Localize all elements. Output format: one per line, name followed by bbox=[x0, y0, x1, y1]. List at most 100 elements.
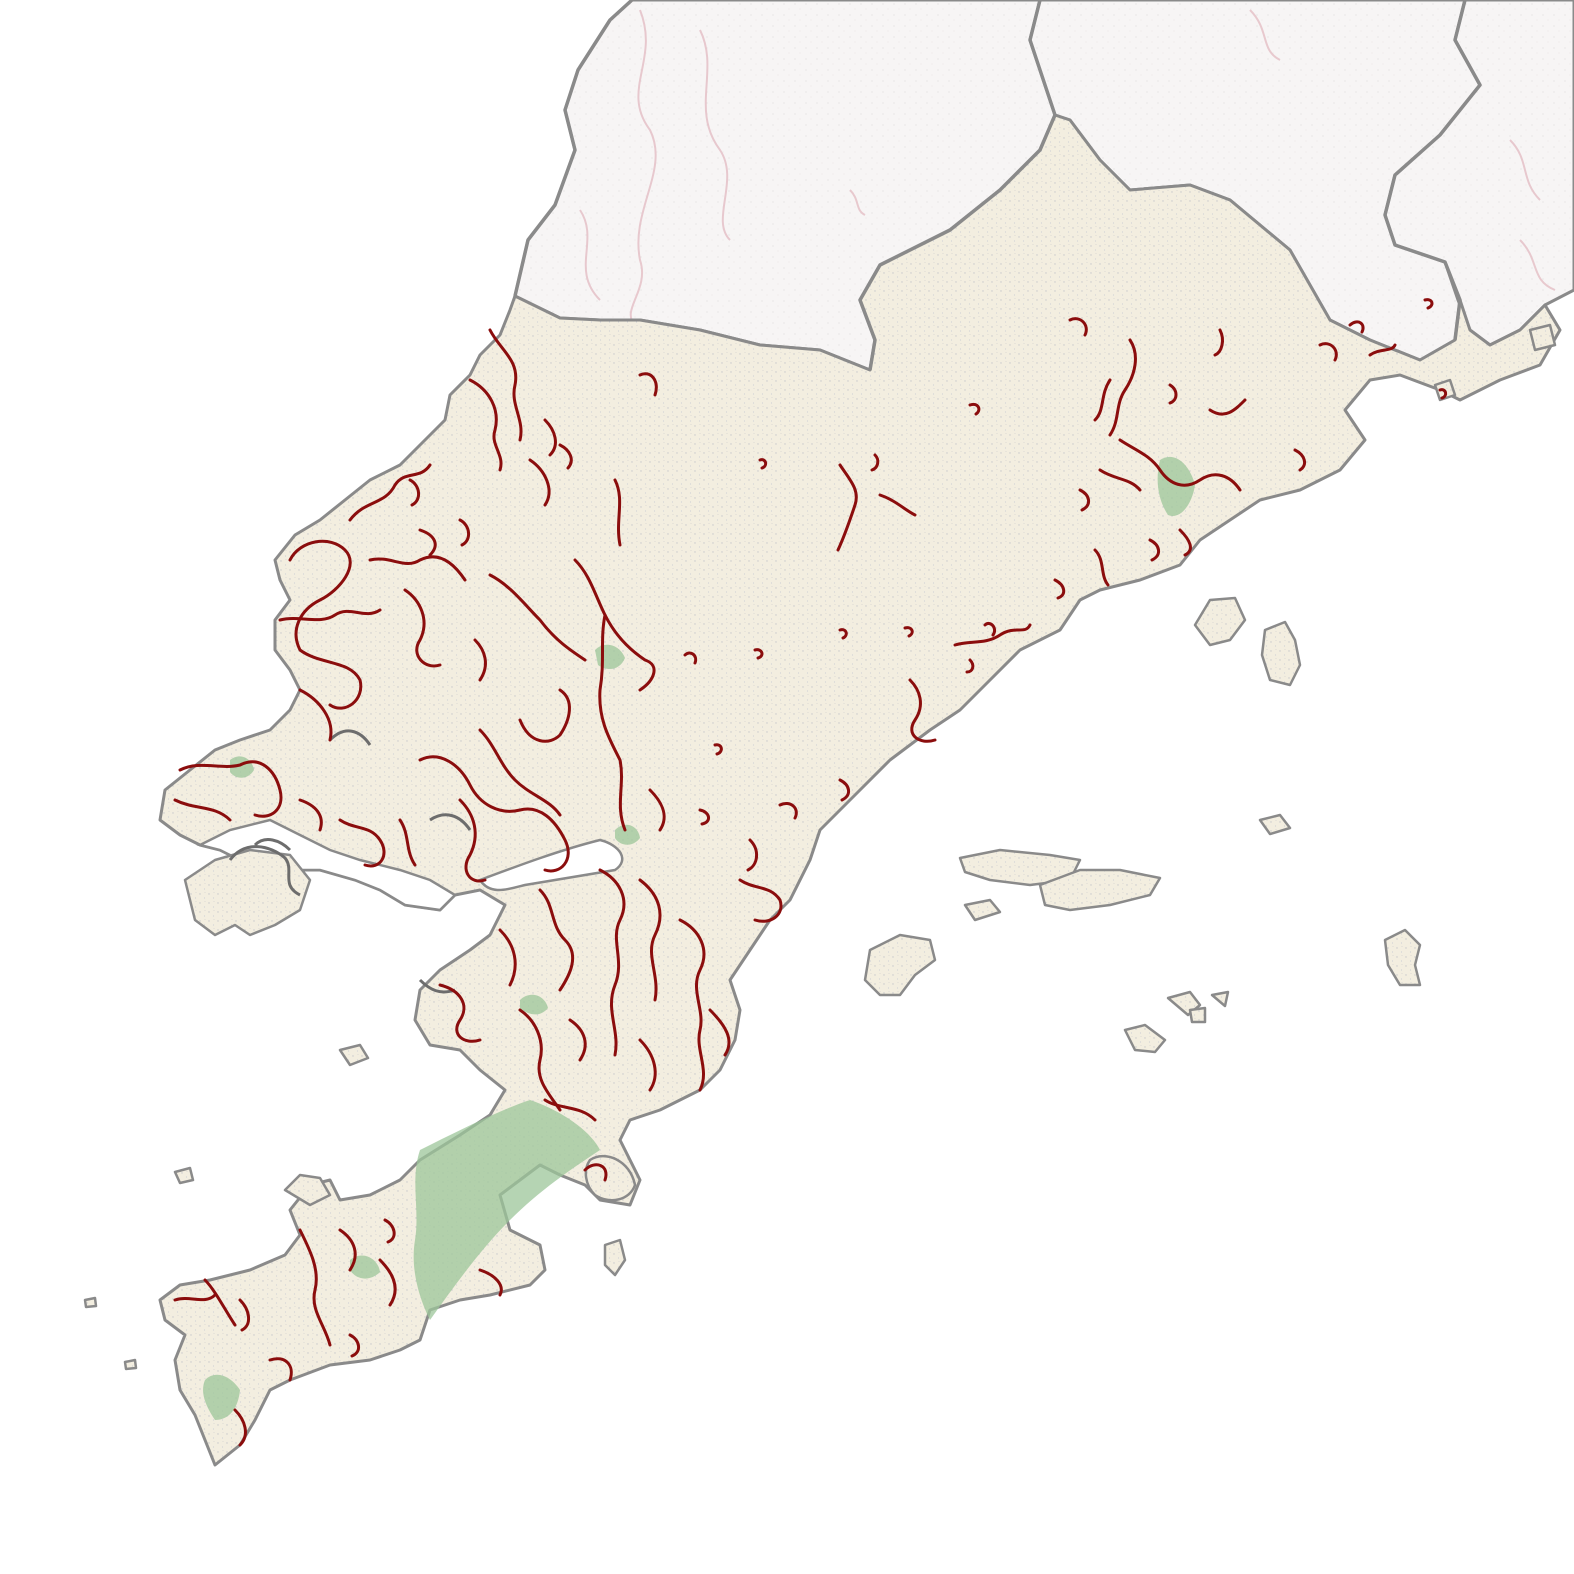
highlight-zone bbox=[1078, 488, 1090, 512]
highlight-zone bbox=[1053, 578, 1066, 600]
highlight-zone bbox=[778, 802, 798, 820]
highlight-zone bbox=[613, 478, 622, 547]
island bbox=[1260, 620, 1302, 687]
highlight-zone bbox=[713, 743, 723, 756]
island bbox=[283, 1173, 332, 1207]
highlight-zone bbox=[870, 453, 880, 472]
highlight-zone bbox=[458, 798, 487, 883]
island bbox=[584, 1154, 637, 1202]
highlight-zone bbox=[708, 1008, 731, 1057]
island bbox=[338, 1043, 370, 1067]
region-borders bbox=[513, 0, 1482, 371]
highlight-zone bbox=[1168, 383, 1178, 405]
highlight-zone bbox=[583, 1163, 608, 1182]
island bbox=[1258, 813, 1292, 836]
highlight-zone bbox=[1293, 448, 1307, 472]
highlight-zone bbox=[403, 588, 442, 668]
highlight-zone bbox=[1093, 548, 1110, 587]
highlight-zone bbox=[983, 621, 997, 637]
highlight-zone bbox=[173, 1293, 217, 1302]
highlight-zone bbox=[1318, 342, 1338, 362]
highlight-zone bbox=[338, 1228, 357, 1272]
highlight-zone bbox=[968, 402, 981, 416]
highlight-zone bbox=[1213, 328, 1224, 357]
island bbox=[863, 933, 937, 997]
highlight-zone bbox=[298, 1228, 332, 1347]
urban-area-east bbox=[1157, 456, 1195, 516]
highlight-zone bbox=[438, 983, 482, 1043]
highlight-zone bbox=[238, 1298, 250, 1332]
island bbox=[1210, 990, 1230, 1008]
neighbor-features bbox=[579, 9, 1556, 326]
highlight-zone bbox=[488, 573, 587, 662]
highlight-zone bbox=[173, 798, 232, 822]
highlight-zone bbox=[598, 613, 627, 832]
highlight-zone bbox=[1098, 468, 1142, 492]
highlight-zone bbox=[568, 1018, 587, 1062]
highlight-zone bbox=[458, 518, 470, 547]
highlight-zone bbox=[558, 443, 573, 470]
highlight-zone bbox=[838, 628, 848, 640]
highlight-zone bbox=[538, 888, 575, 992]
highlight-zone bbox=[753, 648, 764, 660]
urban-area-mid bbox=[615, 824, 640, 845]
highlight-zone bbox=[278, 608, 382, 622]
highlight-zone bbox=[368, 555, 467, 582]
highlight-zone bbox=[498, 928, 517, 987]
highlight-zone bbox=[298, 798, 323, 832]
island bbox=[1383, 928, 1422, 987]
highlight-zone bbox=[543, 1098, 597, 1122]
urban-area-tip bbox=[203, 1374, 240, 1420]
highlight-zone bbox=[638, 1038, 657, 1092]
island bbox=[123, 1358, 138, 1371]
highlight-zone bbox=[1438, 388, 1448, 400]
highlight-zone bbox=[1178, 528, 1192, 557]
highlight-zone bbox=[473, 638, 487, 682]
highlight-zone bbox=[836, 463, 858, 552]
highlight-zone bbox=[383, 1218, 396, 1244]
highlight-zone bbox=[418, 755, 570, 873]
highlight-zone bbox=[298, 688, 333, 742]
highlight-zone bbox=[683, 651, 698, 665]
highlight-zone bbox=[573, 558, 656, 692]
highlighted-zones[interactable] bbox=[173, 298, 1448, 1447]
highlight-zone bbox=[1208, 398, 1247, 416]
highlight-zone bbox=[518, 688, 571, 743]
highlight-zone bbox=[408, 478, 420, 507]
island bbox=[1528, 323, 1557, 352]
highlight-zone bbox=[203, 1278, 237, 1327]
highlight-zone bbox=[338, 818, 386, 868]
highlight-zone bbox=[648, 788, 666, 832]
island bbox=[603, 1238, 627, 1277]
highlight-zone bbox=[1068, 317, 1088, 337]
highlight-zone bbox=[478, 728, 562, 817]
highlight-zone bbox=[738, 878, 783, 923]
highlight-zone bbox=[1093, 378, 1112, 422]
highlight-zone bbox=[698, 808, 710, 826]
highlight-zone bbox=[398, 818, 417, 867]
highlight-zone bbox=[908, 678, 937, 743]
highlight-zone bbox=[528, 458, 551, 507]
highlight-zone bbox=[348, 463, 432, 522]
highlight-zone bbox=[746, 838, 758, 872]
highlight-zone bbox=[1368, 343, 1397, 357]
highlight-zone bbox=[678, 918, 706, 1092]
highlight-zone bbox=[598, 868, 626, 1057]
island bbox=[1038, 868, 1162, 912]
island bbox=[1123, 1023, 1167, 1054]
highlight-zone bbox=[1348, 320, 1365, 334]
shoreline-details bbox=[228, 729, 472, 994]
highlight-zone bbox=[758, 458, 768, 470]
highlight-zone bbox=[838, 778, 850, 802]
highlight-zone bbox=[478, 1268, 503, 1297]
highlight-zone bbox=[953, 623, 1032, 647]
island bbox=[1193, 596, 1247, 647]
highlight-zone bbox=[1108, 338, 1137, 437]
urban-area-south bbox=[413, 1100, 600, 1320]
highlight-zone bbox=[638, 878, 662, 1002]
highlight-zone bbox=[418, 528, 437, 557]
island bbox=[963, 898, 1002, 922]
central-bay bbox=[478, 838, 624, 892]
